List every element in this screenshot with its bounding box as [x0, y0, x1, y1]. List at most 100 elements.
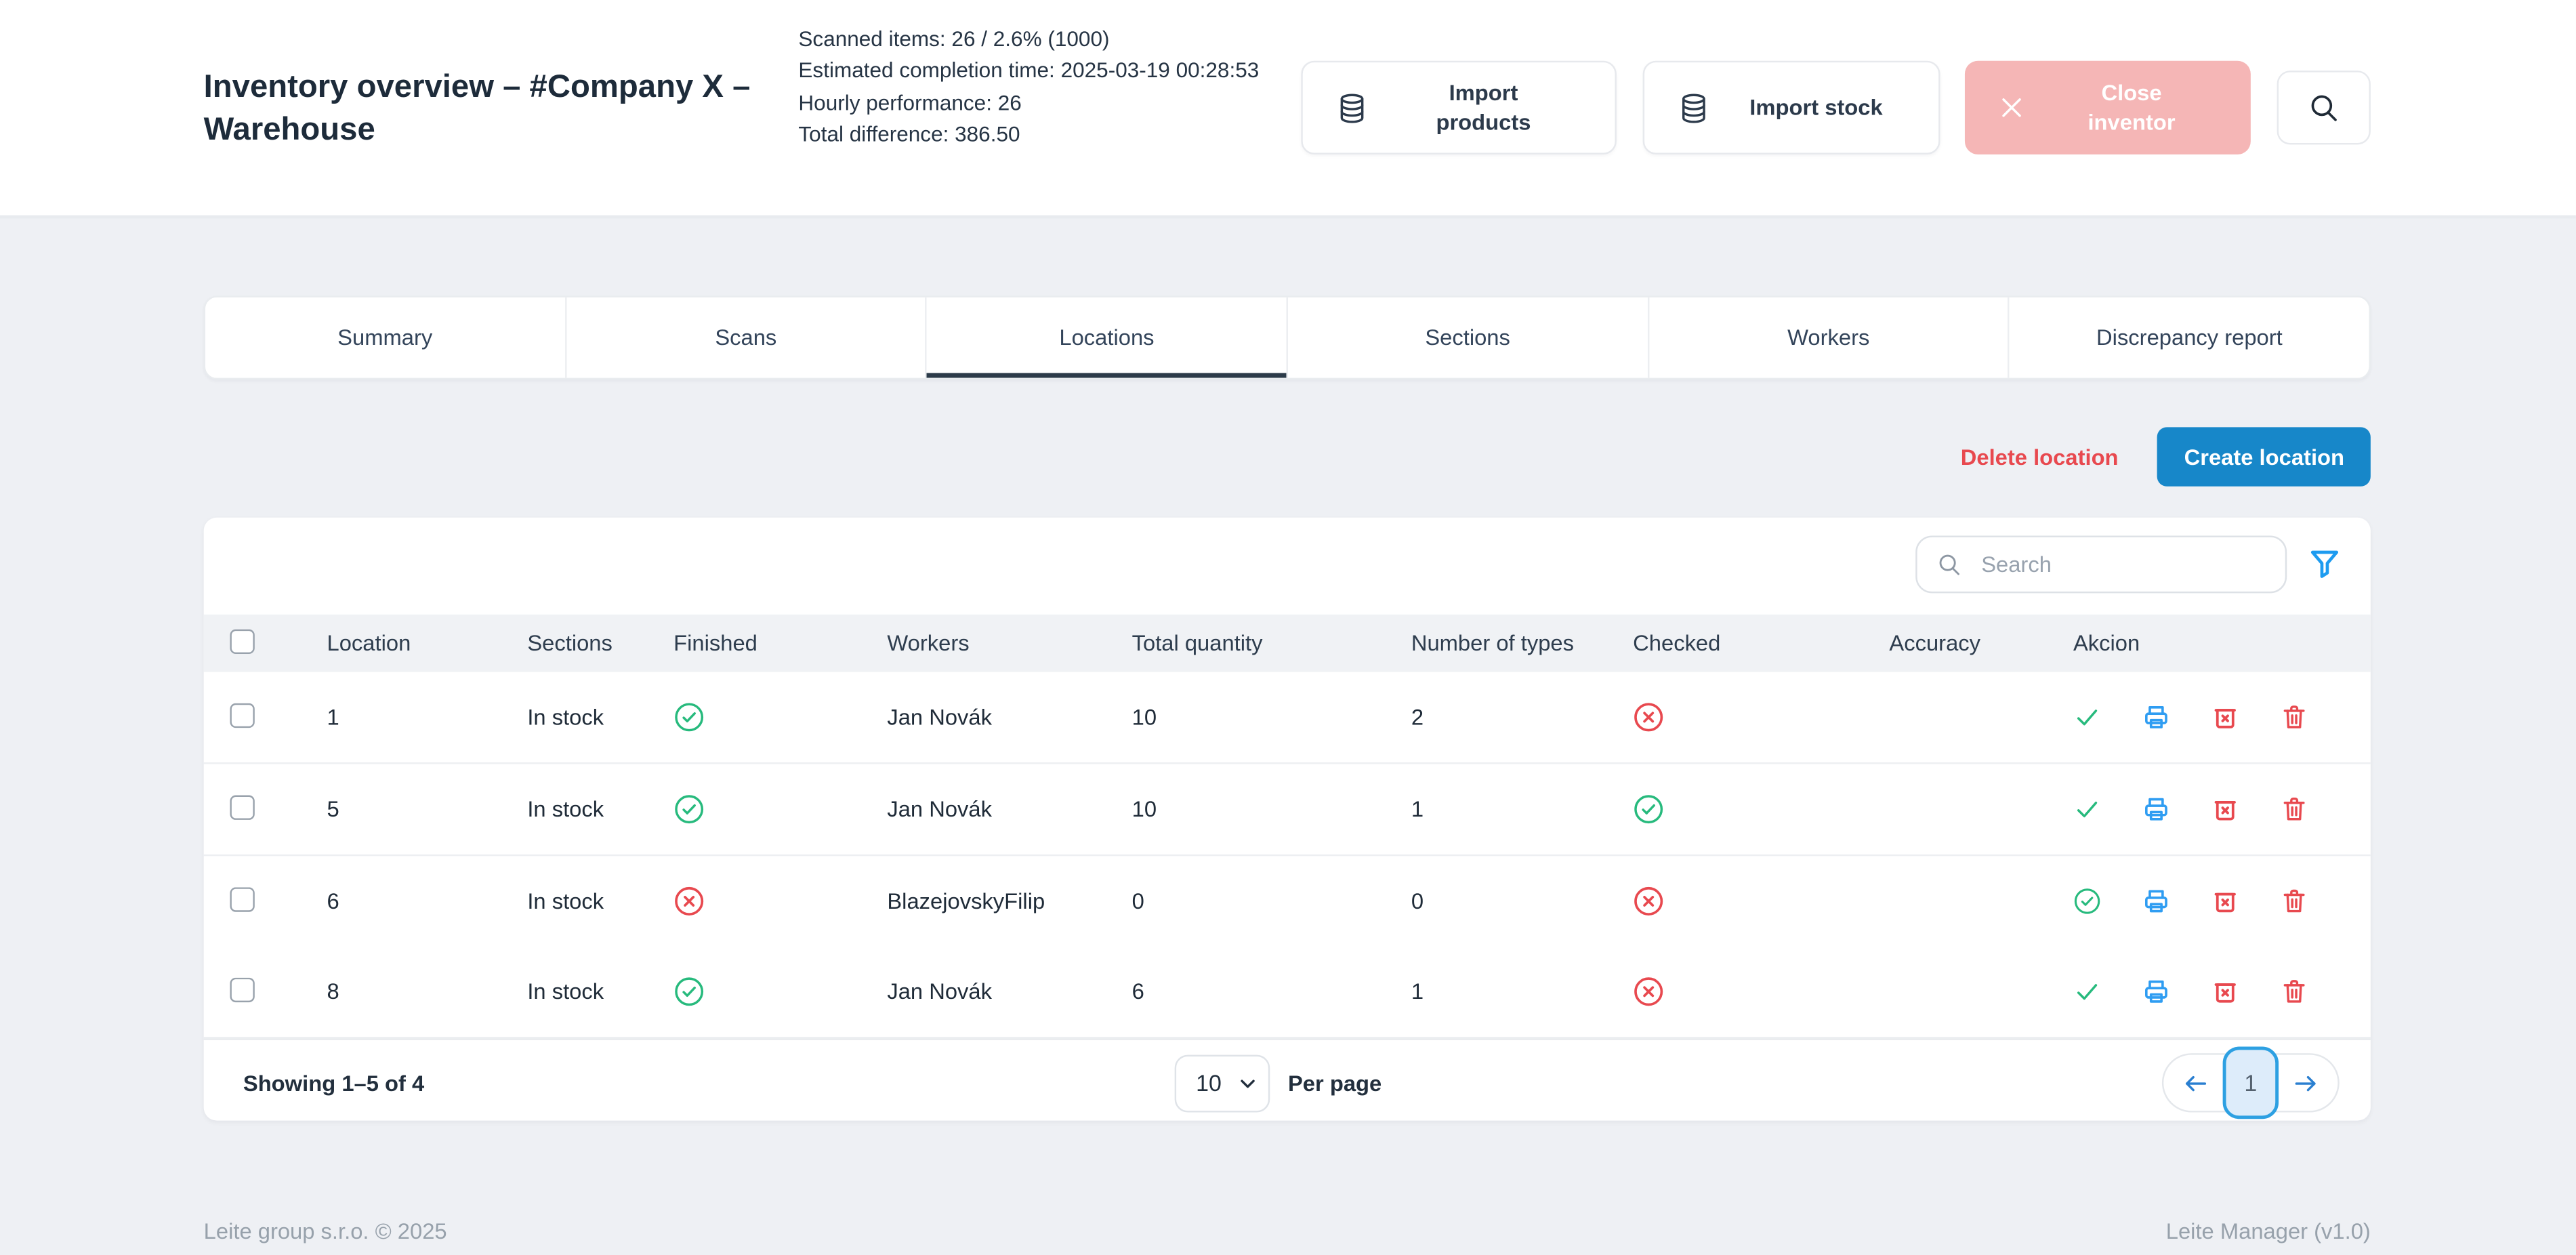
column-workers: Workers [887, 631, 970, 656]
select-all-checkbox[interactable] [230, 628, 255, 653]
column-finished: Finished [673, 631, 757, 656]
trash-icon [2280, 978, 2308, 1006]
tab-sections[interactable]: Sections [1286, 297, 1648, 378]
table-row: 6 In stock BlazejovskyFilip 0 0 [204, 856, 2371, 946]
number-of-types-cell: 0 [1411, 888, 1424, 914]
database-icon [1335, 91, 1368, 124]
stat-total-difference: Total difference: 386.50 [798, 121, 1020, 146]
header-search-button[interactable] [2277, 70, 2371, 145]
location-cell: 8 [327, 979, 339, 1004]
current-page-button[interactable]: 1 [2222, 1046, 2279, 1119]
tab-discrepancy-report[interactable]: Discrepancy report [2008, 297, 2369, 378]
prev-page-button[interactable] [2182, 1069, 2209, 1096]
import-products-button[interactable]: Import products [1301, 60, 1617, 155]
total-quantity-cell: 0 [1131, 888, 1144, 914]
print-button[interactable] [2142, 703, 2170, 731]
column-checked: Checked [1633, 631, 1721, 656]
search-input[interactable] [1978, 550, 2269, 579]
row-checkbox[interactable] [230, 794, 255, 819]
delete-row-button[interactable] [2280, 703, 2308, 731]
finished-status [673, 794, 887, 825]
app-header: Inventory overview – #Company X – Wareho… [0, 0, 2576, 219]
row-checkbox[interactable] [230, 702, 255, 727]
workers-cell: BlazejovskyFilip [887, 888, 1045, 914]
close-inventory-button[interactable]: Close inventor [1964, 60, 2251, 155]
confirm-button[interactable] [2073, 796, 2101, 823]
location-cell: 5 [327, 796, 339, 822]
clear-location-button[interactable] [2211, 703, 2239, 731]
tab-bar: Summary Scans Locations Sections Workers… [203, 295, 2371, 380]
delete-row-button[interactable] [2280, 887, 2308, 915]
check-icon [2073, 796, 2101, 823]
location-cell: 6 [327, 888, 339, 914]
sections-cell: In stock [527, 888, 604, 914]
create-location-button[interactable]: Create location [2157, 427, 2371, 487]
trash-icon [2280, 887, 2308, 915]
filter-button[interactable] [2306, 546, 2342, 581]
filter-icon [2306, 546, 2342, 581]
row-checkbox[interactable] [230, 886, 255, 911]
column-location: Location [327, 631, 411, 656]
copyright-text: Leite group s.r.o. © 2025 [203, 1219, 447, 1244]
check-icon [2073, 703, 2101, 731]
next-page-button[interactable] [2291, 1069, 2319, 1096]
confirm-button[interactable] [2073, 887, 2101, 915]
bin-x-icon [2211, 887, 2239, 915]
checked-status [1633, 886, 1889, 917]
pagination: 1 [2161, 1046, 2340, 1119]
print-button[interactable] [2142, 887, 2170, 915]
tab-locations[interactable]: Locations [925, 297, 1287, 378]
column-number-of-types: Number of types [1411, 631, 1574, 656]
checked-status [1633, 976, 1889, 1007]
app-version-text: Leite Manager (v1.0) [2165, 1219, 2371, 1244]
delete-row-button[interactable] [2280, 978, 2308, 1006]
confirm-button[interactable] [2073, 703, 2101, 731]
table-row: 1 In stock Jan Novák 10 2 [203, 672, 2371, 764]
inventory-stats: Scanned items: 26 / 2.6% (1000) Estimate… [798, 23, 1304, 150]
check-icon [2073, 978, 2101, 1006]
number-of-types-cell: 2 [1411, 705, 1424, 730]
delete-location-button[interactable]: Delete location [1960, 444, 2119, 470]
workers-cell: Jan Novák [887, 705, 993, 730]
circle-check-icon [673, 794, 705, 825]
number-of-types-cell: 1 [1411, 979, 1424, 1004]
circle-check-icon [673, 976, 705, 1007]
total-quantity-cell: 10 [1131, 705, 1157, 730]
search-icon [1937, 552, 1961, 577]
total-quantity-cell: 10 [1131, 796, 1157, 822]
table-header: Location Sections Finished Workers Total… [203, 614, 2371, 672]
delete-row-button[interactable] [2280, 796, 2308, 823]
tab-scans[interactable]: Scans [564, 297, 926, 378]
sections-cell: In stock [527, 979, 604, 1004]
printer-icon [2142, 796, 2170, 823]
trash-icon [2280, 703, 2308, 731]
printer-icon [2142, 887, 2170, 915]
circle-check-icon [1633, 794, 1664, 825]
sections-cell: In stock [527, 705, 604, 730]
clear-location-button[interactable] [2211, 887, 2239, 915]
row-checkbox[interactable] [230, 976, 255, 1002]
arrow-right-icon [2291, 1069, 2319, 1096]
workers-cell: Jan Novák [887, 979, 993, 1004]
stat-hourly-performance: Hourly performance: 26 [798, 89, 1022, 115]
circle-cross-icon [1633, 886, 1664, 917]
import-stock-button[interactable]: Import stock [1642, 60, 1940, 155]
print-button[interactable] [2142, 978, 2170, 1006]
close-icon [1997, 94, 2025, 121]
per-page-select[interactable]: 10 [1174, 1054, 1270, 1112]
printer-icon [2142, 978, 2170, 1006]
page-title: Inventory overview – #Company X – Wareho… [203, 68, 751, 148]
workers-cell: Jan Novák [887, 796, 993, 822]
tab-workers[interactable]: Workers [1647, 297, 2008, 378]
bin-x-icon [2211, 796, 2239, 823]
table-search [1915, 535, 2287, 594]
stat-completion-time: Estimated completion time: 2025-03-19 00… [798, 58, 1260, 83]
tab-summary[interactable]: Summary [205, 297, 565, 378]
print-button[interactable] [2142, 796, 2170, 823]
confirm-button[interactable] [2073, 978, 2101, 1006]
column-sections: Sections [527, 631, 612, 656]
clear-location-button[interactable] [2211, 796, 2239, 823]
trash-icon [2280, 796, 2308, 823]
clear-location-button[interactable] [2211, 978, 2239, 1006]
